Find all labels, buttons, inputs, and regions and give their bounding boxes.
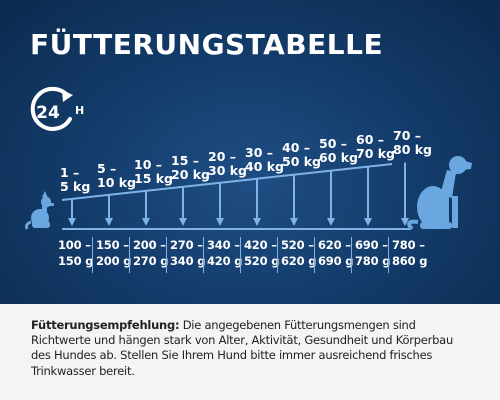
feeding-amount-cell: 150 – 200 g <box>92 237 132 273</box>
weight-range-end: 80 kg <box>393 142 433 158</box>
weight-range-start: 40 – <box>282 140 310 156</box>
feeding-amount-cell: 100 – 150 g <box>55 237 94 273</box>
feeding-recommendation: Fütterungsempfehlung: Die angegebenen Fü… <box>31 318 475 379</box>
feeding-amount-to: 200 g <box>96 254 132 268</box>
feeding-amount-to: 340 g <box>170 254 206 268</box>
weight-range-end: 20 kg <box>171 166 211 182</box>
feeding-amount-from: 100 – <box>58 238 91 252</box>
weight-range-start: 20 – <box>208 148 236 164</box>
weight-range-end: 50 kg <box>282 154 322 170</box>
weight-range-label: 40 –50 kg <box>282 141 321 169</box>
feeding-amount-to: 520 g <box>244 254 280 268</box>
weight-range-label: 30 –40 kg <box>245 144 285 174</box>
weight-range-start: 1 – <box>60 165 80 180</box>
feeding-amount-cell: 520 – 620 g <box>277 237 317 273</box>
clock-suffix: H <box>75 104 84 117</box>
feeding-amount-from: 780 – <box>392 238 425 252</box>
recommendation-text: Die angegebenen Fütterungsmengen sind Ri… <box>31 318 453 378</box>
arrow-down-icon <box>68 198 76 226</box>
feeding-amount-row: 100 – 150 g 150 – 200 g 200 – 270 g 270 – 340 g… <box>55 237 428 273</box>
feeding-amount-to: 620 g <box>281 254 317 268</box>
feeding-amount-to: 270 g <box>133 254 169 268</box>
weight-range-end: 15 kg <box>134 170 174 186</box>
arrow-down-icon <box>105 194 113 226</box>
feeding-amount-from: 690 – <box>355 238 388 252</box>
weight-range-start: 30 – <box>245 144 273 160</box>
recommendation-label: Fütterungsempfehlung: <box>31 318 180 332</box>
small-dog-icon <box>25 191 54 230</box>
weight-range-start: 50 – <box>319 136 347 152</box>
arrow-down-icon <box>401 162 409 226</box>
weight-range-start: 70 – <box>393 128 421 144</box>
weight-range-end: 40 kg <box>245 158 285 174</box>
weight-range-start: 10 – <box>134 156 162 172</box>
feeding-amount-from: 620 – <box>318 238 351 252</box>
weight-range-end: 10 kg <box>97 174 137 190</box>
clock-24h-icon: 24 H <box>30 86 84 131</box>
weight-range-label: 60 –70 kg <box>356 133 395 161</box>
weight-range-label: 1 –5 kg <box>60 166 90 194</box>
feeding-amount-cell: 780 – 860 g <box>388 237 428 273</box>
weight-range-label: 50 –60 kg <box>319 137 358 165</box>
feeding-amount-cell: 340 – 420 g <box>203 237 243 273</box>
arrow-down-icon <box>142 190 150 226</box>
feeding-amount-cell: 270 – 340 g <box>166 237 206 273</box>
weight-range-label: 5 –10 kg <box>97 160 137 190</box>
feeding-amount-to: 150 g <box>58 254 94 268</box>
weight-range-end: 60 kg <box>319 150 359 166</box>
feeding-amount-cell: 200 – 270 g <box>129 237 169 273</box>
weight-range-end: 5 kg <box>60 179 91 194</box>
arrow-down-icon <box>290 174 298 226</box>
weight-range-label: 70 –80 kg <box>393 129 432 157</box>
feeding-amount-cell: 420 – 520 g <box>240 237 280 273</box>
feeding-amount-from: 420 – <box>244 238 277 252</box>
arrow-down-icon <box>327 170 335 226</box>
arrow-down-icon <box>179 186 187 226</box>
feeding-amount-cell: 690 – 780 g <box>351 237 391 273</box>
arrow-down-icon <box>364 166 372 226</box>
weight-trend-line <box>61 163 393 201</box>
arrow-down-icon <box>216 182 224 226</box>
info-panel <box>0 304 500 400</box>
feeding-amount-from: 270 – <box>170 238 203 252</box>
feeding-diagram <box>25 156 472 231</box>
weight-range-end: 30 kg <box>208 162 248 178</box>
feeding-amount-to: 860 g <box>392 254 428 268</box>
weight-range-start: 15 – <box>171 152 199 168</box>
large-dog-icon <box>407 156 472 231</box>
weight-range-start: 60 – <box>356 132 384 148</box>
arrow-group <box>68 162 409 226</box>
weight-range-start: 5 – <box>97 160 117 176</box>
weight-range-label: 10 –15 kg <box>134 156 174 186</box>
weight-range-label: 20 –30 kg <box>208 148 248 178</box>
clock-label: 24 <box>36 103 60 123</box>
feeding-amount-to: 420 g <box>207 254 243 268</box>
feeding-amount-cell: 620 – 690 g <box>314 237 354 273</box>
feeding-amount-from: 520 – <box>281 238 314 252</box>
page-title: FÜTTERUNGSTABELLE <box>30 28 384 61</box>
feeding-amount-from: 200 – <box>133 238 166 252</box>
feeding-amount-to: 690 g <box>318 254 354 268</box>
feeding-amount-from: 340 – <box>207 238 240 252</box>
arrow-down-icon <box>253 178 261 226</box>
feeding-amount-to: 780 g <box>355 254 391 268</box>
weight-range-label: 15 –20 kg <box>171 152 211 182</box>
weight-range-end: 70 kg <box>356 146 396 162</box>
feeding-amount-from: 150 – <box>96 238 129 252</box>
hero-panel <box>0 0 500 304</box>
